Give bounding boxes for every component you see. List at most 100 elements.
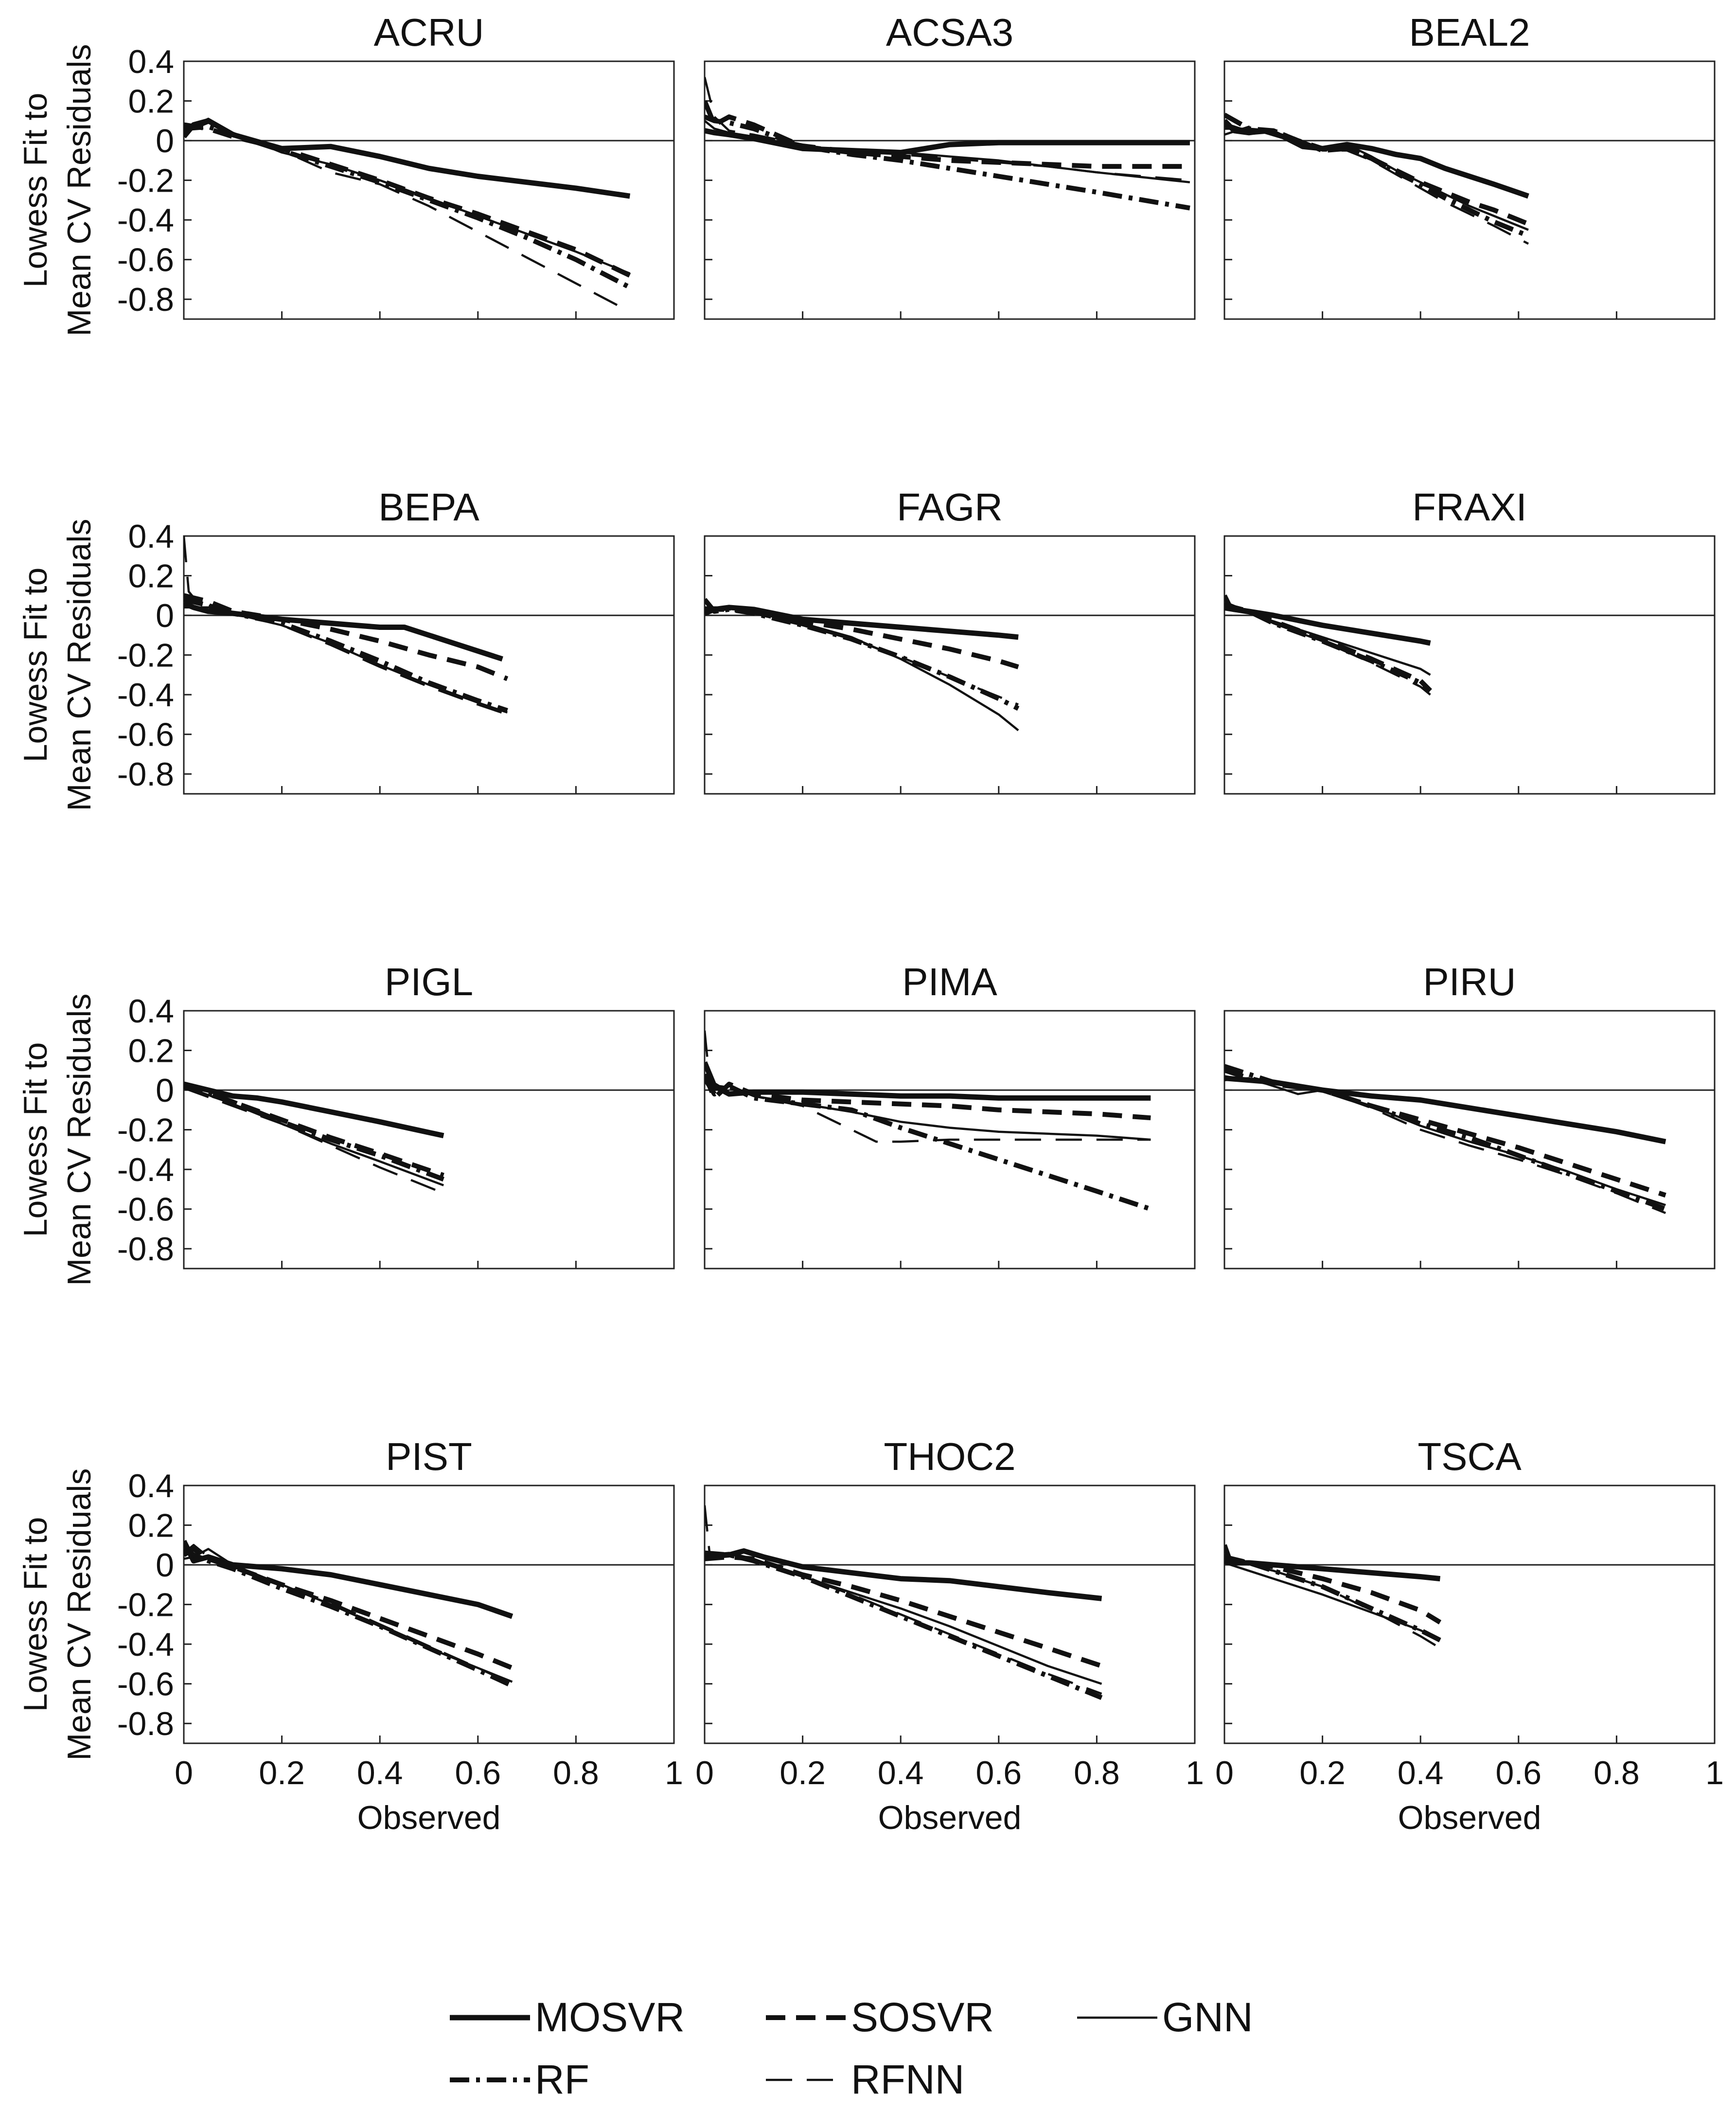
y-tick-label: 0.2 <box>128 1033 174 1070</box>
series-line-rfnn <box>705 1505 1102 1695</box>
panel-acsa3: ACSA3 <box>704 11 1196 320</box>
x-tick-label: 0.8 <box>1594 1754 1640 1791</box>
series-line-rfnn <box>1224 125 1529 245</box>
y-axis-label: Lowess Fit to Mean CV Residuals <box>17 44 98 337</box>
plot-frame <box>183 1010 675 1270</box>
y-tick-label: -0.4 <box>117 1151 174 1188</box>
series-line-rf <box>705 1550 1103 1700</box>
panel-title: ACRU <box>374 11 484 54</box>
legend-label: RFNN <box>851 2057 964 2102</box>
panel-title: FRAXI <box>1412 485 1527 529</box>
series-line-rfnn <box>705 608 1019 706</box>
x-tick-label: 0 <box>695 1754 714 1791</box>
y-tick-label: -0.8 <box>117 1705 174 1742</box>
series-line-rfnn <box>184 536 508 716</box>
series-line-gnn <box>184 117 631 275</box>
legend-item-mosvr: MOSVR <box>450 1994 685 2040</box>
x-axis-label: Observed <box>357 1799 501 1836</box>
y-tick-label: 0 <box>156 1547 174 1584</box>
panel-title: FAGR <box>897 485 1003 529</box>
legend-label: RF <box>535 2057 589 2102</box>
legend-label: MOSVR <box>535 1994 685 2040</box>
panel-title: BEPA <box>378 485 479 529</box>
series-group <box>184 1081 444 1195</box>
series-line-mosvr <box>184 1539 514 1619</box>
x-axis-label: Observed <box>878 1799 1022 1836</box>
series-line-rfnn <box>1224 1075 1666 1214</box>
y-tick-label: -0.8 <box>117 756 174 793</box>
panel-pima: PIMA <box>704 960 1196 1270</box>
panel-title: TSCA <box>1417 1435 1522 1478</box>
series-line-gnn <box>1224 608 1431 676</box>
y-tick-label: 0.4 <box>128 993 174 1030</box>
y-tick-label: 0.4 <box>128 43 174 80</box>
legend-item-sosvr: SOSVR <box>766 1994 994 2040</box>
x-tick-label: 0.6 <box>455 1754 501 1791</box>
plot-frame <box>704 60 1196 320</box>
series-group <box>184 117 631 310</box>
x-tick-label: 1 <box>1186 1754 1204 1791</box>
legend-item-rfnn: RFNN <box>766 2057 964 2102</box>
y-tick-label: 0 <box>156 1072 174 1109</box>
series-group <box>184 536 509 716</box>
series-line-gnn <box>705 1552 1102 1685</box>
plot-frame <box>704 535 1196 795</box>
x-tick-label: 0.4 <box>357 1754 403 1791</box>
x-tick-label: 0.6 <box>1496 1754 1542 1791</box>
x-tick-label: 0.8 <box>553 1754 599 1791</box>
panel-piru: PIRU <box>1223 960 1716 1270</box>
x-tick-label: 0 <box>1215 1754 1234 1791</box>
panel-beal2: BEAL2 <box>1223 11 1716 320</box>
series-line-mosvr <box>705 1061 1151 1101</box>
series-group <box>705 1030 1151 1212</box>
panel-title: PIST <box>386 1435 472 1478</box>
panel-title: PIRU <box>1423 960 1516 1003</box>
series-group <box>184 1539 514 1688</box>
series-group <box>1224 112 1529 245</box>
plot-frame <box>1223 60 1716 320</box>
panel-acru: ACRU 0.40.20-0.2-0.4-0.6-0.8 Lowess Fit to… <box>17 11 675 337</box>
legend-label: GNN <box>1162 1994 1253 2040</box>
series-line-gnn <box>1224 1077 1666 1206</box>
plot-frame <box>183 535 675 795</box>
x-axis-label: Observed <box>1398 1799 1541 1836</box>
series-line-rf <box>1224 1064 1666 1212</box>
series-line-mosvr <box>184 1081 444 1139</box>
y-tick-label: -0.2 <box>117 162 174 199</box>
legend-item-gnn: GNN <box>1077 1994 1253 2040</box>
y-tick-label: -0.4 <box>117 1626 174 1663</box>
panel-title: ACSA3 <box>886 11 1013 54</box>
series-line-mosvr <box>184 601 503 662</box>
series-line-rf <box>1224 112 1529 238</box>
series-group <box>705 77 1190 211</box>
panel-title: PIMA <box>902 960 997 1003</box>
series-line-mosvr <box>705 1548 1102 1601</box>
series-line-sosvr <box>1224 1554 1442 1625</box>
y-axis-label: Lowess Fit to Mean CV Residuals <box>17 994 98 1286</box>
plot-frame <box>183 1485 675 1744</box>
panel-tsca: TSCA 0 0.2 0.4 0.6 0.8 1 Observed <box>1215 1435 1724 1836</box>
plot-frame <box>1223 1010 1716 1270</box>
series-line-sosvr <box>184 593 509 681</box>
series-line-rf <box>184 597 508 713</box>
plot-frame <box>1223 1485 1716 1744</box>
series-line-rfnn <box>705 77 1190 181</box>
x-tick-label: 0.6 <box>976 1754 1022 1791</box>
series-line-rfnn <box>1224 1554 1441 1649</box>
y-tick-label: 0.2 <box>128 83 174 120</box>
y-tick-label: -0.8 <box>117 281 174 318</box>
x-tick-label: 1 <box>1705 1754 1724 1791</box>
plot-frame <box>704 1485 1196 1744</box>
plot-frame <box>704 1010 1196 1270</box>
panel-thoc2: THOC2 0 0.2 0.4 0.6 0.8 1 Observed <box>695 1435 1204 1836</box>
y-tick-label: -0.2 <box>117 1587 174 1624</box>
y-tick-label: -0.6 <box>117 1191 174 1228</box>
plot-frame <box>183 60 675 320</box>
series-line-sosvr <box>705 100 1190 169</box>
series-line-sosvr <box>705 607 1019 669</box>
series-line-rf <box>1224 1544 1441 1643</box>
y-axis-label: Lowess Fit to Mean CV Residuals <box>17 519 98 811</box>
series-line-rfnn <box>184 1544 513 1685</box>
x-tick-label: 0 <box>175 1754 193 1791</box>
